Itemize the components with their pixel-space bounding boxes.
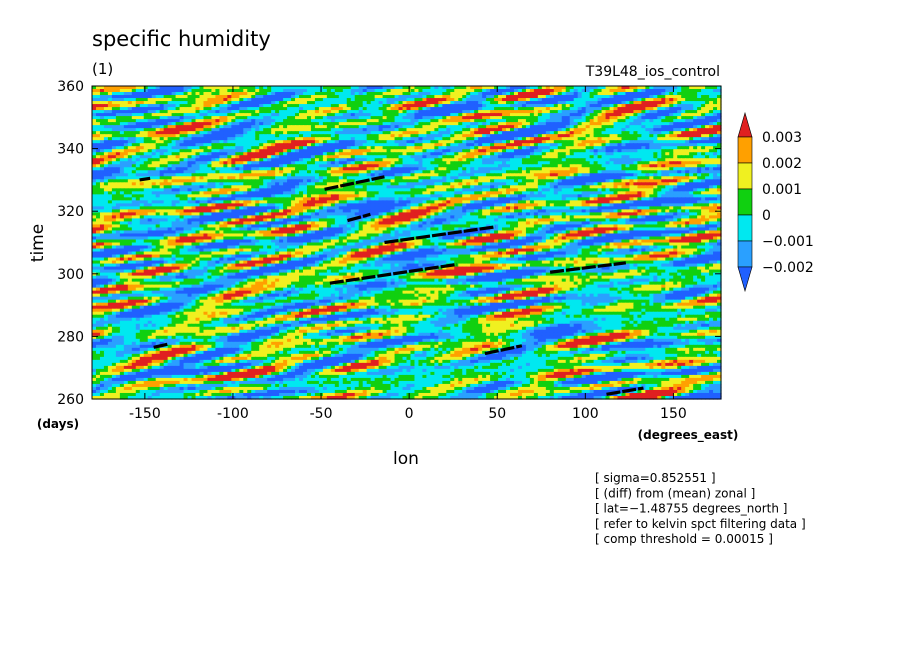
run-label: T39L48_ios_control (585, 64, 720, 80)
chart-subtitle: (1) (92, 60, 113, 78)
chart-title: specific humidity (92, 27, 271, 51)
humidity-field (92, 86, 722, 400)
